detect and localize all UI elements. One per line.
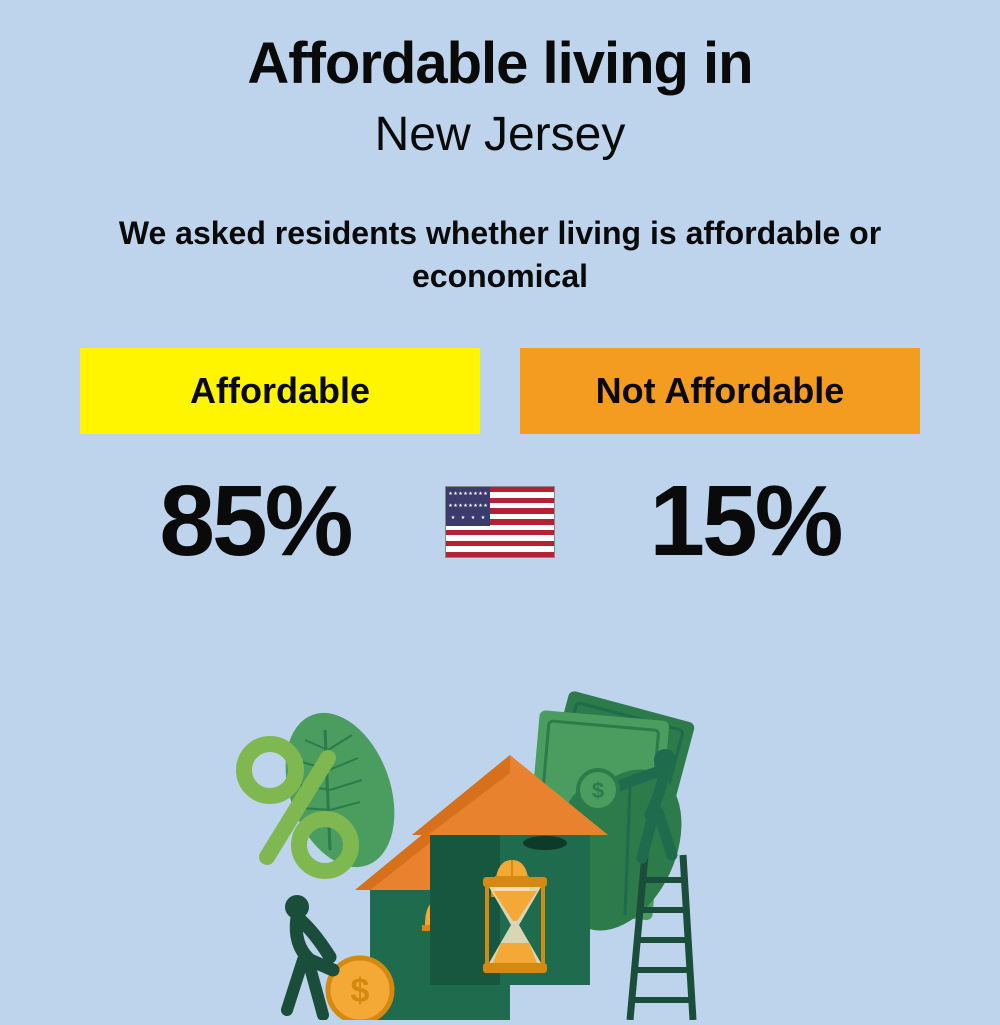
stats-row: 85% ★★★★★ ★★★★★ ★★★★★ <box>0 464 1000 579</box>
badge-row: Affordable Not Affordable <box>0 348 1000 434</box>
house-savings-illustration: $ <box>200 670 800 1020</box>
svg-text:$: $ <box>592 778 604 803</box>
infographic-container: Affordable living in New Jersey We asked… <box>0 0 1000 579</box>
not-affordable-badge: Not Affordable <box>520 348 920 434</box>
location-subtitle: New Jersey <box>0 107 1000 162</box>
svg-text:$: $ <box>351 972 370 1010</box>
usa-flag-icon: ★★★★★ ★★★★★ ★★★★★ ★★★★★ <box>445 486 555 558</box>
affordable-badge: Affordable <box>80 348 480 434</box>
ladder-icon <box>630 855 693 1020</box>
affordable-percent: 85% <box>95 464 415 579</box>
flag-canton: ★★★★★ ★★★★★ ★★★★★ ★★★★★ <box>446 487 490 526</box>
survey-description: We asked residents whether living is aff… <box>0 212 1000 298</box>
main-title: Affordable living in <box>0 30 1000 97</box>
not-affordable-percent: 15% <box>585 464 905 579</box>
